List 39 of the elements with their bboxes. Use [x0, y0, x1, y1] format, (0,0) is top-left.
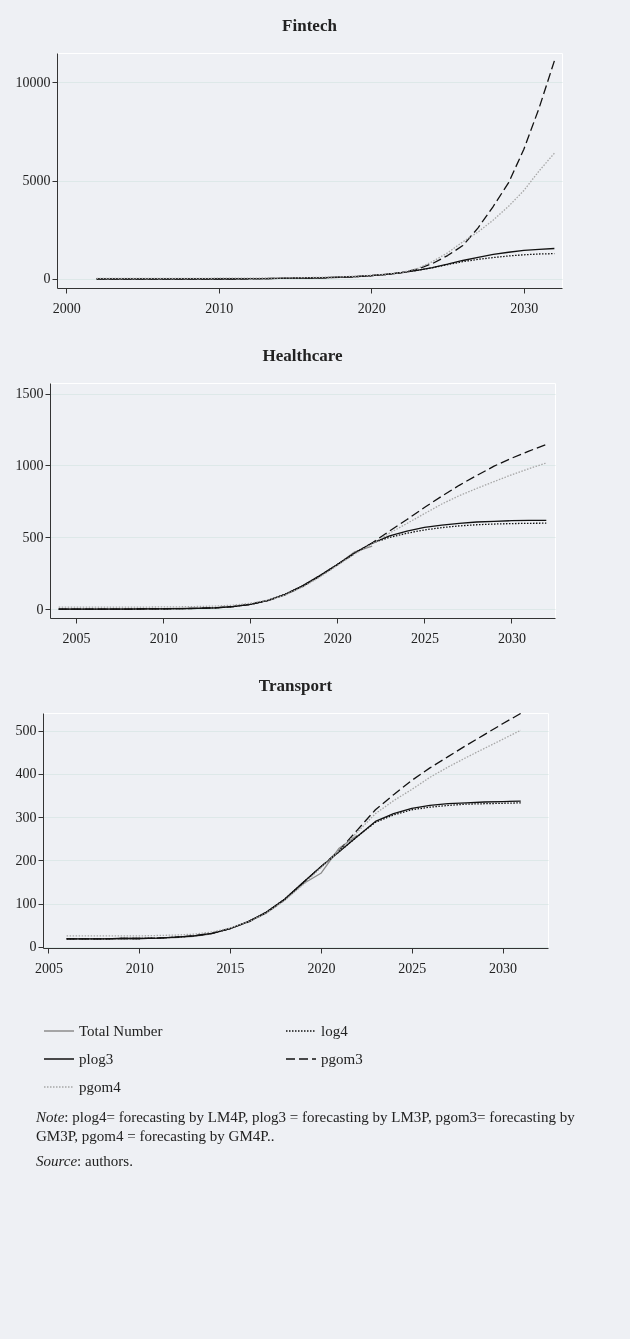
chart-title: Transport	[258, 676, 333, 695]
y-tick-label: 0	[43, 271, 51, 287]
x-tick-label: 2020	[323, 630, 352, 646]
y-tick-label: 400	[15, 766, 37, 782]
x-tick-label: 2030	[497, 630, 526, 646]
x-tick-label: 2010	[205, 300, 234, 316]
y-tick-label: 0	[29, 939, 37, 955]
x-tick-label: 2020	[307, 960, 336, 976]
x-tick-label: 2025	[410, 630, 439, 646]
legend-label: plog3	[79, 1051, 114, 1067]
x-tick-label: 2030	[489, 960, 518, 976]
x-tick-label: 2025	[398, 960, 427, 976]
x-tick-label: 2005	[34, 960, 63, 976]
y-tick-label: 1000	[15, 457, 44, 473]
y-tick-label: 100	[15, 896, 37, 912]
legend-label: Total Number	[79, 1023, 163, 1039]
x-tick-label: 2015	[216, 960, 245, 976]
text: Note: plog4= forecasting by LM4P, plog3 = forecasting by LM3P, pgom3= forecasting by GM3P, pgom4 = forecasting by GM4P..	[36, 1108, 576, 1146]
legend-label: pgom4	[79, 1079, 122, 1095]
y-tick-label: 10000	[15, 74, 51, 90]
y-tick-label: 300	[15, 809, 37, 825]
y-tick-label: 1500	[15, 386, 44, 402]
y-tick-label: 500	[15, 723, 37, 739]
chart-title: Healthcare	[262, 346, 343, 365]
chart-title: Fintech	[282, 16, 338, 35]
x-tick-label: 2010	[125, 960, 154, 976]
x-tick-label: 2020	[357, 300, 386, 316]
y-tick-label: 500	[22, 529, 44, 545]
y-tick-label: 200	[15, 852, 37, 868]
y-tick-label: 5000	[22, 173, 51, 189]
legend-label: log4	[321, 1023, 349, 1039]
x-tick-label: 2010	[149, 630, 178, 646]
legend-label: pgom3	[321, 1051, 363, 1067]
source-note: Source: authors.	[36, 1151, 134, 1171]
x-tick-label: 2030	[510, 300, 539, 316]
x-tick-label: 2015	[236, 630, 265, 646]
y-tick-label: 0	[36, 601, 44, 617]
x-tick-label: 2000	[52, 300, 81, 316]
x-tick-label: 2005	[62, 630, 91, 646]
